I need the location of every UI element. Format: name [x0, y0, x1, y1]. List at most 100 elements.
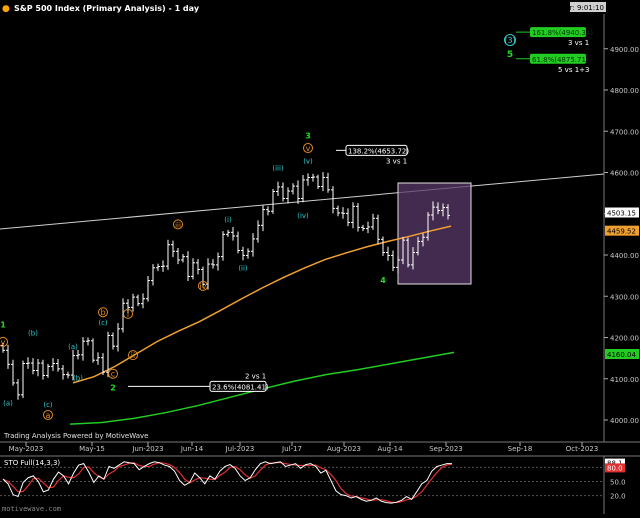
fib-618-note: 5 vs 1+3	[558, 66, 589, 74]
price-bar	[326, 172, 330, 193]
time-tick-label: Jun-2023	[131, 445, 163, 453]
price-bar	[386, 246, 390, 261]
price-bar	[31, 358, 35, 375]
price-bar	[6, 344, 10, 369]
bar-label-badge	[570, 2, 606, 12]
price-tick-label: 4700.00	[610, 128, 639, 136]
wave-label-17: iv	[200, 282, 207, 291]
price-bar	[246, 248, 250, 259]
price-bar	[11, 359, 15, 386]
price-bar	[261, 205, 265, 232]
sto-d-tag: 80.0	[607, 464, 623, 472]
price-bar	[1, 342, 5, 353]
price-bar	[156, 263, 160, 272]
price-bar	[161, 260, 165, 272]
current-price-tag: 4503.15	[607, 210, 636, 218]
price-bar	[46, 363, 50, 378]
price-bar	[71, 349, 75, 381]
sto-k-line	[2, 461, 452, 504]
orange-moving-average	[72, 225, 452, 384]
price-bar	[206, 258, 210, 290]
price-bar	[176, 247, 180, 265]
fib-236-note: 2 vs 1	[245, 372, 266, 380]
wave-label-circle	[128, 350, 138, 361]
price-bar	[311, 173, 315, 182]
fib-1618-note: 3 vs 1	[568, 39, 589, 47]
price-bar	[101, 353, 105, 376]
price-bar	[226, 229, 230, 237]
price-bar	[421, 233, 425, 247]
wave-label-5: a	[46, 411, 51, 420]
price-bar	[286, 187, 290, 204]
price-tick-label: 4600.00	[610, 170, 639, 178]
price-bar	[336, 205, 340, 217]
price-bar	[276, 181, 280, 197]
wave-label-20: (v)	[303, 157, 313, 165]
sto-d-line	[2, 462, 453, 504]
green-ma-tag: 4160.04	[607, 351, 636, 359]
wave-label-3: (b)	[28, 329, 38, 337]
price-bar	[171, 240, 175, 258]
price-tick-label: 4900.00	[610, 46, 639, 54]
wave-label-circle	[108, 368, 118, 379]
projection-3-label: (3)	[504, 36, 515, 45]
price-bar	[186, 251, 190, 281]
price-bar	[16, 379, 20, 400]
price-bar	[146, 276, 150, 302]
wave-label-7: (b)	[73, 374, 83, 382]
wave-label-23: 4	[380, 276, 386, 285]
wave-label-19: (iv)	[297, 212, 309, 220]
wave-label-circle	[98, 307, 108, 318]
price-bar	[221, 231, 225, 261]
price-bar	[131, 293, 135, 312]
price-bar	[391, 250, 395, 272]
price-bar	[436, 202, 440, 215]
price-bar	[381, 236, 385, 256]
wave-label-11: 2	[110, 383, 116, 392]
wave-label-circle	[173, 219, 183, 230]
price-bar	[76, 349, 80, 360]
fib-618-label: 61.8%(4875.71)	[532, 56, 589, 64]
time-tick-label: Sep-18	[508, 445, 533, 453]
price-bar	[371, 213, 375, 230]
price-pane: 4000.004100.004200.004300.004400.004500.…	[0, 14, 640, 453]
wave-label-21: v	[306, 144, 311, 153]
wave-label-22: 3	[305, 131, 311, 140]
price-bar	[406, 237, 410, 268]
fib-138-label: 138.2%(4653.72)	[348, 147, 409, 155]
price-bar	[61, 365, 65, 380]
watermark: motivewave.com	[2, 505, 62, 513]
wave-label-circle	[0, 336, 8, 347]
price-bar	[251, 233, 255, 257]
wave-label-15: (i)	[224, 216, 232, 224]
price-bar	[441, 203, 445, 217]
fib-618-box	[530, 53, 586, 64]
price-bar	[241, 246, 245, 261]
price-bar	[166, 239, 170, 270]
price-bar	[346, 208, 350, 227]
price-bar	[106, 331, 110, 378]
indicator-arrow-icon: ●	[2, 4, 10, 14]
wave-label-circle	[43, 409, 53, 420]
sto-tick-label: 20.0	[610, 493, 626, 501]
price-tick-label: 4300.00	[610, 293, 639, 301]
price-bar	[271, 189, 275, 214]
wave-label-10: c	[111, 370, 115, 379]
price-bar	[231, 226, 235, 241]
sto-tick-label: 50.0	[610, 479, 626, 487]
price-bar	[151, 264, 155, 286]
price-bar	[316, 174, 320, 189]
wave-label-2: (a)	[3, 400, 13, 408]
price-tick-label: 4000.00	[610, 417, 639, 425]
price-bar	[116, 323, 120, 352]
price-bar	[36, 358, 40, 377]
time-tick-label: Jul-2023	[225, 445, 255, 453]
price-bar	[136, 294, 140, 307]
price-bar	[66, 371, 70, 379]
price-bar	[301, 174, 305, 203]
price-bar	[256, 220, 260, 243]
time-tick-label: Aug-2023	[327, 445, 361, 453]
current-price-tag-bg	[605, 207, 639, 218]
